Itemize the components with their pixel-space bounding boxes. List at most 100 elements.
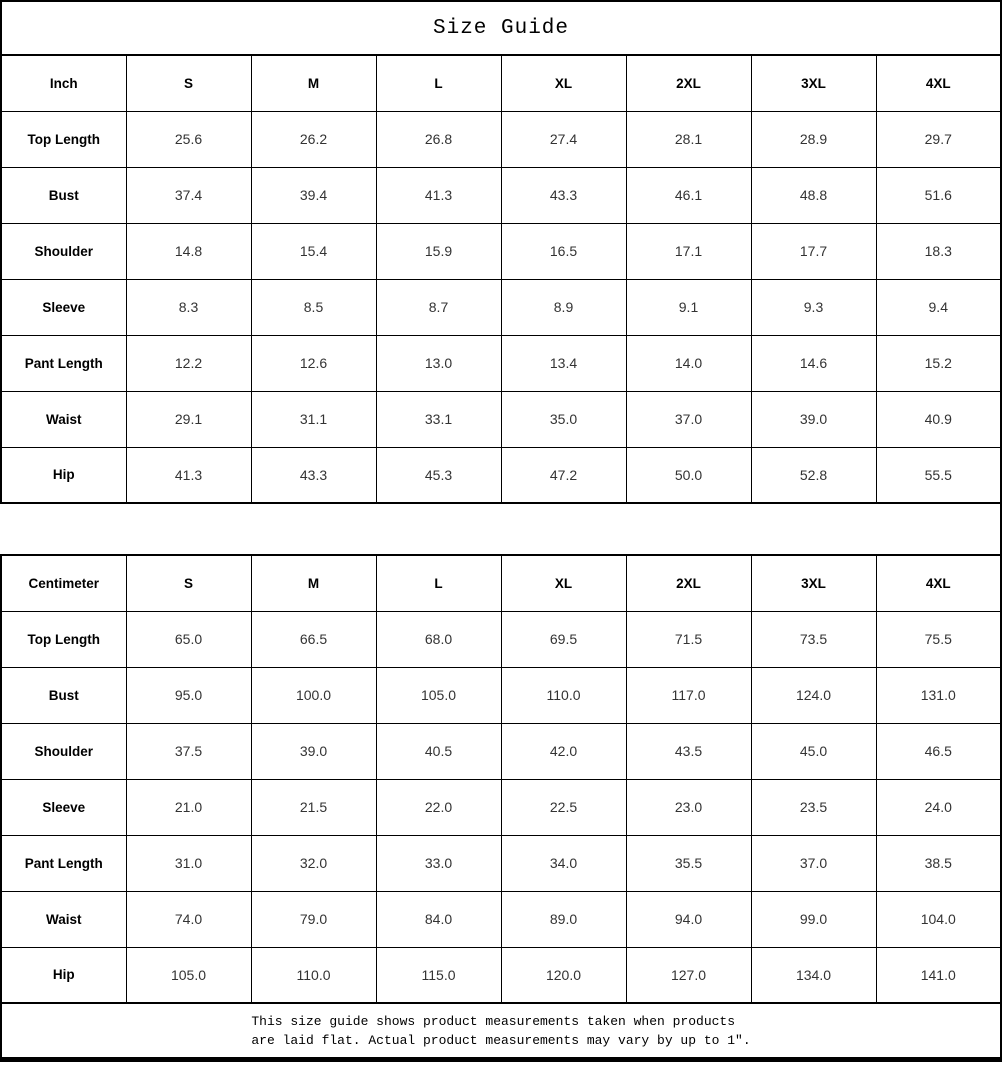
measurement-value-cell: 99.0 xyxy=(750,890,877,948)
size-header-cell: 3XL xyxy=(750,554,877,612)
measurement-label-cell: Waist xyxy=(0,890,127,948)
unit-header-cell: Centimeter xyxy=(0,554,127,612)
measurement-value-cell: 24.0 xyxy=(875,778,1002,836)
measurement-value-cell: 13.4 xyxy=(500,334,627,392)
measurement-value-cell: 38.5 xyxy=(875,834,1002,892)
measurement-value-cell: 14.6 xyxy=(750,334,877,392)
measurement-value-cell: 117.0 xyxy=(625,666,752,724)
size-header-cell: S xyxy=(125,54,252,112)
size-header-cell: M xyxy=(250,554,377,612)
measurement-label-cell: Hip xyxy=(0,446,127,504)
size-header-cell: S xyxy=(125,554,252,612)
table-row: Bust 37.4 39.4 41.3 43.3 46.1 48.8 51.6 xyxy=(0,166,1002,224)
measurement-value-cell: 43.3 xyxy=(250,446,377,504)
measurement-value-cell: 134.0 xyxy=(750,946,877,1004)
measurement-value-cell: 41.3 xyxy=(125,446,252,504)
measurement-value-cell: 105.0 xyxy=(125,946,252,1004)
measurement-value-cell: 89.0 xyxy=(500,890,627,948)
table-row: Hip 41.3 43.3 45.3 47.2 50.0 52.8 55.5 xyxy=(0,446,1002,504)
measurement-value-cell: 52.8 xyxy=(750,446,877,504)
measurement-label-cell: Top Length xyxy=(0,610,127,668)
measurement-value-cell: 31.1 xyxy=(250,390,377,448)
measurement-value-cell: 17.1 xyxy=(625,222,752,280)
measurement-value-cell: 39.0 xyxy=(250,722,377,780)
size-header-cell: 2XL xyxy=(625,54,752,112)
measurement-label-cell: Pant Length xyxy=(0,334,127,392)
table-row: Hip 105.0 110.0 115.0 120.0 127.0 134.0 141.0 xyxy=(0,946,1002,1004)
measurement-value-cell: 28.9 xyxy=(750,110,877,168)
measurement-value-cell: 16.5 xyxy=(500,222,627,280)
measurement-value-cell: 45.3 xyxy=(375,446,502,504)
measurement-value-cell: 15.2 xyxy=(875,334,1002,392)
measurement-value-cell: 43.3 xyxy=(500,166,627,224)
measurement-value-cell: 120.0 xyxy=(500,946,627,1004)
measurement-value-cell: 47.2 xyxy=(500,446,627,504)
measurement-value-cell: 46.5 xyxy=(875,722,1002,780)
measurement-value-cell: 8.5 xyxy=(250,278,377,336)
footer-note: This size guide shows product measuremen… xyxy=(0,1004,1002,1062)
table-row: Pant Length 31.0 32.0 33.0 34.0 35.5 37.0 38.5 xyxy=(0,834,1002,892)
measurement-value-cell: 8.9 xyxy=(500,278,627,336)
measurement-value-cell: 9.1 xyxy=(625,278,752,336)
measurement-value-cell: 105.0 xyxy=(375,666,502,724)
measurement-value-cell: 41.3 xyxy=(375,166,502,224)
measurement-value-cell: 71.5 xyxy=(625,610,752,668)
measurement-value-cell: 74.0 xyxy=(125,890,252,948)
measurement-value-cell: 12.6 xyxy=(250,334,377,392)
measurement-value-cell: 40.5 xyxy=(375,722,502,780)
measurement-label-cell: Waist xyxy=(0,390,127,448)
size-table-inch: Inch S M L XL 2XL 3XL 4XL Top Length 25.6 26.2 26.8… xyxy=(0,54,1002,504)
measurement-label-cell: Top Length xyxy=(0,110,127,168)
table-row: Bust 95.0 100.0 105.0 110.0 117.0 124.0 131.0 xyxy=(0,666,1002,724)
measurement-value-cell: 79.0 xyxy=(250,890,377,948)
measurement-value-cell: 75.5 xyxy=(875,610,1002,668)
measurement-label-cell: Bust xyxy=(0,166,127,224)
page-title: Size Guide xyxy=(0,0,1002,56)
footer-line-2: are laid flat. Actual product measuremen… xyxy=(251,1032,751,1048)
measurement-value-cell: 39.4 xyxy=(250,166,377,224)
table-row: Waist 74.0 79.0 84.0 89.0 94.0 99.0 104.0 xyxy=(0,890,1002,948)
measurement-label-cell: Pant Length xyxy=(0,834,127,892)
size-header-cell: 4XL xyxy=(875,554,1002,612)
table-row: Sleeve 21.0 21.5 22.0 22.5 23.0 23.5 24.0 xyxy=(0,778,1002,836)
measurement-value-cell: 18.3 xyxy=(875,222,1002,280)
size-table-inch-body: Inch S M L XL 2XL 3XL 4XL Top Length 25.6 26.2 26.8… xyxy=(0,54,1002,504)
measurement-value-cell: 8.7 xyxy=(375,278,502,336)
size-table-centimeter: Centimeter S M L XL 2XL 3XL 4XL Top Length 65.0 66… xyxy=(0,554,1002,1004)
header-row: Centimeter S M L XL 2XL 3XL 4XL xyxy=(0,554,1002,612)
measurement-value-cell: 94.0 xyxy=(625,890,752,948)
measurement-value-cell: 37.5 xyxy=(125,722,252,780)
measurement-label-cell: Bust xyxy=(0,666,127,724)
measurement-value-cell: 15.9 xyxy=(375,222,502,280)
measurement-label-cell: Sleeve xyxy=(0,778,127,836)
measurement-label-cell: Shoulder xyxy=(0,722,127,780)
table-row: Shoulder 14.8 15.4 15.9 16.5 17.1 17.7 18.3 xyxy=(0,222,1002,280)
measurement-value-cell: 9.3 xyxy=(750,278,877,336)
measurement-value-cell: 127.0 xyxy=(625,946,752,1004)
measurement-value-cell: 46.1 xyxy=(625,166,752,224)
measurement-value-cell: 40.9 xyxy=(875,390,1002,448)
table-row: Top Length 65.0 66.5 68.0 69.5 71.5 73.5 75.5 xyxy=(0,610,1002,668)
measurement-value-cell: 115.0 xyxy=(375,946,502,1004)
size-header-cell: 2XL xyxy=(625,554,752,612)
measurement-value-cell: 34.0 xyxy=(500,834,627,892)
measurement-value-cell: 22.5 xyxy=(500,778,627,836)
measurement-value-cell: 37.0 xyxy=(750,834,877,892)
measurement-value-cell: 65.0 xyxy=(125,610,252,668)
table-row: Shoulder 37.5 39.0 40.5 42.0 43.5 45.0 46.5 xyxy=(0,722,1002,780)
measurement-value-cell: 14.0 xyxy=(625,334,752,392)
measurement-value-cell: 100.0 xyxy=(250,666,377,724)
measurement-value-cell: 110.0 xyxy=(250,946,377,1004)
size-header-cell: M xyxy=(250,54,377,112)
measurement-value-cell: 23.5 xyxy=(750,778,877,836)
measurement-value-cell: 37.4 xyxy=(125,166,252,224)
measurement-value-cell: 22.0 xyxy=(375,778,502,836)
measurement-label-cell: Hip xyxy=(0,946,127,1004)
table-gap xyxy=(0,504,1002,556)
measurement-value-cell: 45.0 xyxy=(750,722,877,780)
measurement-value-cell: 29.1 xyxy=(125,390,252,448)
measurement-value-cell: 50.0 xyxy=(625,446,752,504)
table-row: Top Length 25.6 26.2 26.8 27.4 28.1 28.9 29.7 xyxy=(0,110,1002,168)
size-header-cell: 3XL xyxy=(750,54,877,112)
